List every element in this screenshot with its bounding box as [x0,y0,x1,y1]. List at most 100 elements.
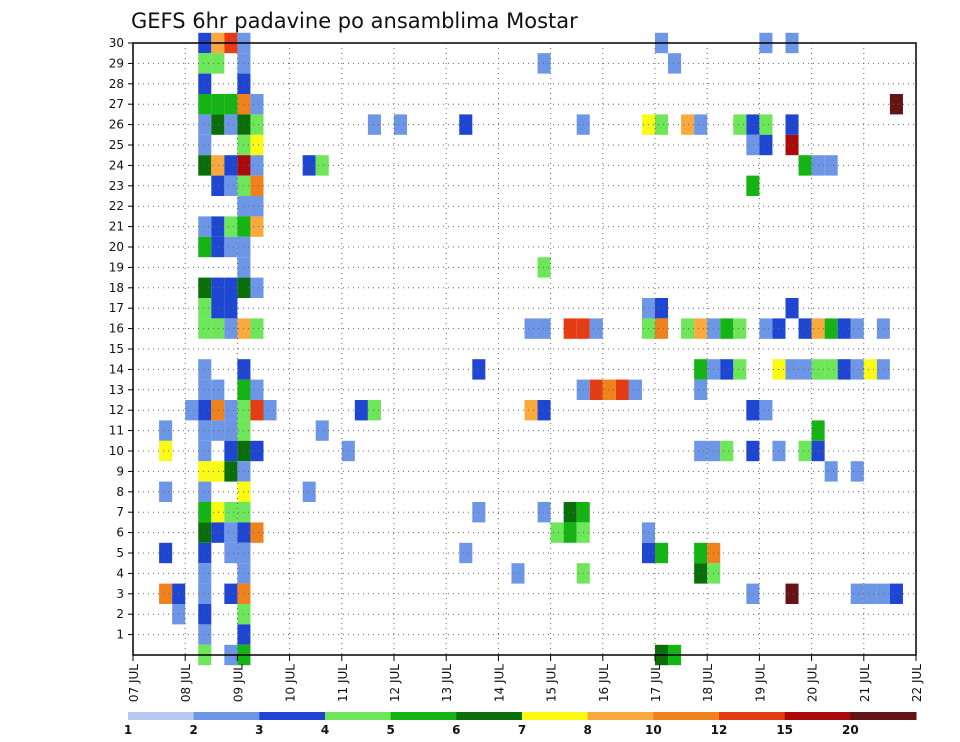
x-tick-label: 07 JUL [127,664,141,702]
heatmap-cell [367,114,381,135]
heatmap-cell [159,542,173,564]
heatmap-cell [681,114,695,135]
heatmap-cell [694,542,708,564]
heatmap-cell [524,318,538,339]
y-tick-label: 30 [109,36,124,50]
colorbar-swatch [325,712,392,720]
x-tick-label: 17 JUL [649,664,663,702]
x-tick-label: 12 JUL [388,664,402,702]
heatmap-cell [224,236,238,258]
heatmap-cell [211,175,225,196]
y-tick-label: 4 [116,566,124,580]
y-tick-label: 15 [109,342,124,356]
heatmap-cell [798,318,812,339]
heatmap-cell [211,155,225,176]
y-tick-label: 7 [116,505,124,519]
heatmap-cell [589,318,603,339]
heatmap-cell [785,583,799,604]
heatmap-cell [224,155,238,176]
y-axis: 1234567891011121314151617181920212223242… [109,36,133,642]
heatmap-cell [850,583,864,604]
heatmap-cell [198,481,212,502]
heatmap-cell [198,318,212,339]
heatmap-cell [798,359,812,380]
heatmap-cell [720,318,734,339]
x-tick-label: 15 JUL [545,664,559,702]
heatmap-cell [537,257,551,278]
heatmap-cell [863,359,877,380]
x-tick-label: 08 JUL [179,664,193,702]
y-tick-label: 19 [109,260,124,274]
colorbar-swatch [719,712,786,720]
heatmap-cell [250,440,264,462]
heatmap-cell [224,400,238,421]
heatmap-cell [394,114,408,135]
heatmap-cell [211,298,225,319]
heatmap-cell [302,481,316,502]
heatmap-cell [759,114,773,135]
heatmap-cell [198,359,212,380]
heatmap-cell [198,522,212,543]
colorbar-label: 6 [452,723,460,737]
heatmap-cell [211,216,225,237]
heatmap-cell [589,379,603,400]
y-tick-label: 3 [116,587,124,601]
heatmap-cell [694,440,708,462]
y-tick-label: 10 [109,444,124,458]
heatmap-cell [824,318,838,339]
heatmap-cell [850,318,864,339]
heatmap-cell [511,563,525,584]
heatmap-cell [694,359,708,380]
y-tick-label: 18 [109,281,124,295]
heatmap-cell [655,298,669,319]
x-tick-label: 09 JUL [231,664,245,702]
heatmap-cell [185,400,199,421]
y-tick-label: 12 [109,403,124,417]
heatmap-cell [459,114,473,135]
heatmap-cell [198,440,212,462]
x-tick-label: 21 JUL [858,664,872,702]
heatmap-cell [250,522,264,543]
y-tick-label: 9 [116,464,124,478]
y-tick-label: 14 [109,362,124,376]
heatmap-cell [628,379,642,400]
y-tick-label: 27 [109,97,124,111]
heatmap-cells [159,32,903,666]
colorbar-swatch [193,712,260,720]
colorbar-swatch [522,712,589,720]
heatmap-cell [720,440,734,462]
heatmap-cell [211,318,225,339]
heatmap-cell [198,563,212,584]
heatmap-cell [250,175,264,196]
heatmap-cell [655,318,669,339]
heatmap-cell [250,114,264,135]
heatmap-cell [198,583,212,604]
colorbar-label: 3 [255,723,263,737]
heatmap-cell [694,114,708,135]
y-tick-label: 20 [109,240,124,254]
grid-lines [133,42,916,655]
x-tick-label: 16 JUL [597,664,611,702]
heatmap-cell [746,175,760,196]
colorbar-swatch [456,712,523,720]
heatmap-cell [655,542,669,564]
x-tick-label: 20 JUL [806,664,820,702]
heatmap-cell [746,114,760,135]
y-tick-label: 17 [109,301,124,315]
colorbar-swatch [128,712,195,720]
heatmap-cell [224,502,238,523]
heatmap-cell [198,298,212,319]
heatmap-cell [824,155,838,176]
heatmap-cell [602,379,616,400]
heatmap-cell [537,400,551,421]
heatmap-cell [250,379,264,400]
heatmap-cell [563,318,577,339]
heatmap-cell [785,298,799,319]
colorbar-swatch [653,712,720,720]
heatmap-cell [759,400,773,421]
heatmap-cell [850,359,864,380]
heatmap-cell [733,114,747,135]
heatmap-cell [198,216,212,237]
heatmap-cell [250,196,264,217]
